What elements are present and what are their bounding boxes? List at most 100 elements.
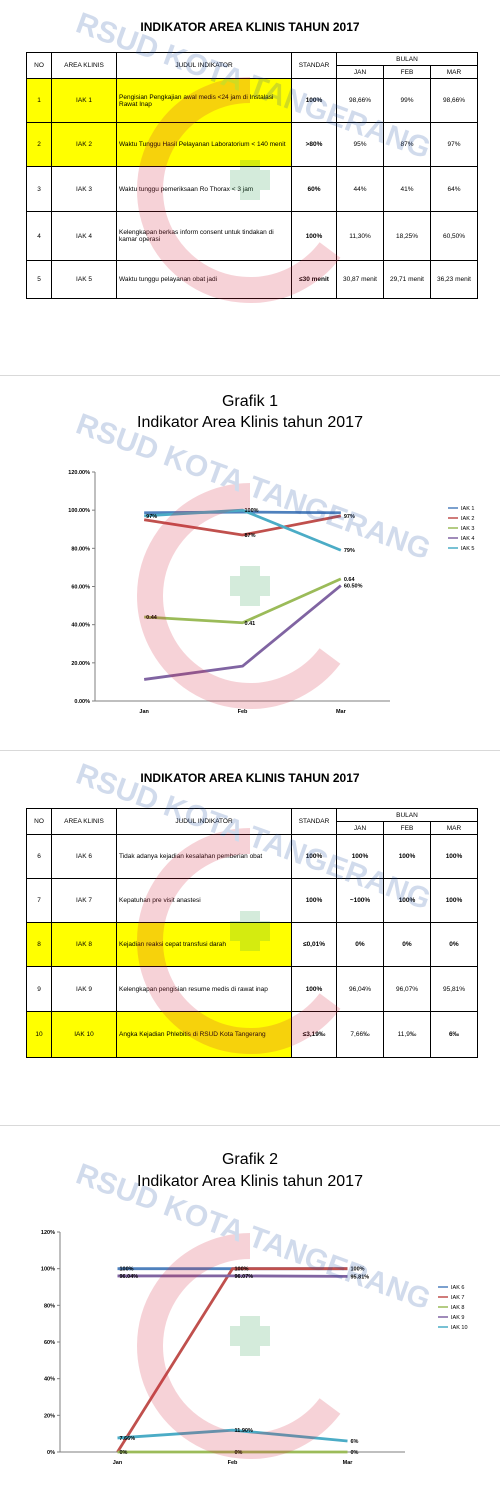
y-tick-label: 20%: [44, 1413, 55, 1419]
data-label: 97%: [146, 514, 157, 520]
cell-jan: 44%: [336, 166, 384, 212]
x-tick-label: Mar: [336, 709, 347, 715]
table-row: 4 IAK 4 Kelengkapan berkas inform consen…: [26, 211, 478, 261]
cell-area: IAK 3: [51, 166, 117, 212]
page-separator: [0, 1125, 500, 1126]
cell-standar: ≤30 menit: [291, 260, 337, 299]
cell-mar: 36,23 menit: [430, 260, 478, 299]
cell-no: 10: [26, 1011, 52, 1058]
data-label: 100%: [120, 1267, 134, 1273]
cell-feb: 96,07%: [383, 966, 431, 1012]
data-label: 0.64: [344, 577, 356, 583]
cell-standar: 100%: [291, 834, 337, 879]
cell-no: 8: [26, 922, 52, 967]
cell-judul: Pengisian Pengkajian awal medis <24 jam …: [116, 78, 292, 123]
header-feb: FEB: [383, 821, 431, 835]
chart-2: 0% 20% 40% 60% 80% 100% 120% Jan Feb Mar 100% 100% 1…: [41, 1230, 468, 1466]
cell-standar: 100%: [291, 78, 337, 123]
chart-2-title-line-2: Indikator Area Klinis tahun 2017: [137, 1173, 363, 1190]
header-bulan: BULAN: [336, 808, 478, 822]
cell-jan: 96,04%: [336, 966, 384, 1012]
x-tick-label: Mar: [343, 1460, 354, 1466]
y-tick-label: 120.00%: [68, 470, 90, 476]
data-label: 0%: [120, 1450, 128, 1456]
data-label: 6%: [351, 1439, 359, 1445]
data-label: 100%: [351, 1267, 365, 1273]
legend-label: IAK 8: [451, 1305, 464, 1311]
cell-jan: 30,87 menit: [336, 260, 384, 299]
data-label: 100%: [235, 1267, 249, 1273]
cell-feb: 41%: [383, 166, 431, 212]
table-2-title: INDIKATOR AREA KLINIS TAHUN 2017: [140, 771, 360, 785]
table-row: 5 IAK 5 Waktu tunggu pelayanan obat jadi…: [26, 260, 478, 299]
series-line-iak-5: [144, 508, 342, 552]
data-label: 0%: [351, 1450, 359, 1456]
cell-area: IAK 10: [51, 1011, 117, 1058]
data-label: 97%: [344, 514, 355, 520]
legend-label: IAK 9: [451, 1315, 464, 1321]
chart-1-title-line-2: Indikator Area Klinis tahun 2017: [137, 414, 363, 431]
cell-judul: Waktu tunggu pelayanan obat jadi: [116, 260, 292, 299]
cell-no: 1: [26, 78, 52, 123]
header-mar: MAR: [430, 65, 478, 79]
cell-no: 3: [26, 166, 52, 212]
cell-area: IAK 8: [51, 922, 117, 967]
page-table-2: INDIKATOR AREA KLINIS TAHUN 2017 NO AREA…: [0, 751, 500, 1126]
series-line-iak-3: [144, 577, 342, 625]
header-area: AREA KLINIS: [51, 808, 117, 835]
data-label: 0.44: [146, 615, 158, 621]
cell-jan: ~100%: [336, 878, 384, 923]
page-separator: [0, 375, 500, 376]
cell-standar: 100%: [291, 966, 337, 1012]
series-line-iak-10: [117, 1428, 348, 1443]
table-row: 2 IAK 2 Waktu Tunggu Hasil Pelayanan Lab…: [26, 122, 478, 167]
cell-jan: 100%: [336, 834, 384, 879]
cell-feb: 100%: [383, 834, 431, 879]
chart-1-title-line-1: Grafik 1: [221, 393, 278, 410]
legend-label: IAK 3: [461, 526, 474, 532]
cell-no: 4: [26, 211, 52, 261]
header-jan: JAN: [336, 821, 384, 835]
y-tick-label: 40.00%: [71, 623, 90, 629]
cell-no: 2: [26, 122, 52, 167]
y-tick-label: 40%: [44, 1377, 55, 1383]
y-tick-label: 80%: [44, 1303, 55, 1309]
y-tick-label: 60%: [44, 1340, 55, 1346]
series-line-iak-1: [144, 510, 341, 515]
table-row: 3 IAK 3 Waktu tunggu pemeriksaan Ro Thor…: [26, 166, 478, 212]
cell-standar: ≤3,19‰: [291, 1011, 337, 1058]
header-jan: JAN: [336, 65, 384, 79]
table-row: 6 IAK 6 Tidak adanya kejadian kesalahan …: [26, 834, 478, 879]
y-tick-label: 120%: [41, 1230, 55, 1236]
cell-judul: Kelengkapan berkas inform consent untuk …: [116, 211, 292, 261]
cell-judul: Tidak adanya kejadian kesalahan pemberia…: [116, 834, 292, 879]
data-label: 95.81%: [351, 1274, 370, 1280]
cell-mar: 60,50%: [430, 211, 478, 261]
header-mar: MAR: [430, 821, 478, 835]
header-judul: JUDUL INDIKATOR: [116, 52, 292, 79]
x-tick-label: Feb: [228, 1460, 238, 1466]
chart-2-title-line-1: Grafik 2: [221, 1151, 278, 1168]
data-label: 11.90%: [235, 1428, 253, 1434]
table-row: 9 IAK 9 Kelengkapan pengisian resume med…: [26, 966, 478, 1012]
legend-label: IAK 1: [461, 506, 474, 512]
y-tick-label: 60.00%: [71, 585, 90, 591]
cell-jan: 7,66‰: [336, 1011, 384, 1058]
table-1-title: INDIKATOR AREA KLINIS TAHUN 2017: [140, 20, 360, 34]
cell-standar: 100%: [291, 878, 337, 923]
indicator-table-2: NO AREA KLINIS JUDUL INDIKATOR STANDAR B…: [26, 808, 478, 1058]
cell-feb: 0%: [383, 922, 431, 967]
cell-standar: 60%: [291, 166, 337, 212]
cell-judul: Kelengkapan pengisian resume medis di ra…: [116, 966, 292, 1012]
header-standar: STANDAR: [291, 52, 337, 79]
legend-label: IAK 7: [451, 1295, 464, 1301]
page-separator: [0, 750, 500, 751]
cell-judul: Waktu Tunggu Hasil Pelayanan Laboratoriu…: [116, 122, 292, 167]
data-label: 87%: [245, 533, 256, 539]
header-area: AREA KLINIS: [51, 52, 117, 79]
data-label: 0%: [235, 1450, 243, 1456]
legend-label: IAK 2: [461, 516, 474, 522]
cell-area: IAK 6: [51, 834, 117, 879]
cell-feb: 11,9‰: [383, 1011, 431, 1058]
data-label: 60.50%: [344, 584, 363, 590]
